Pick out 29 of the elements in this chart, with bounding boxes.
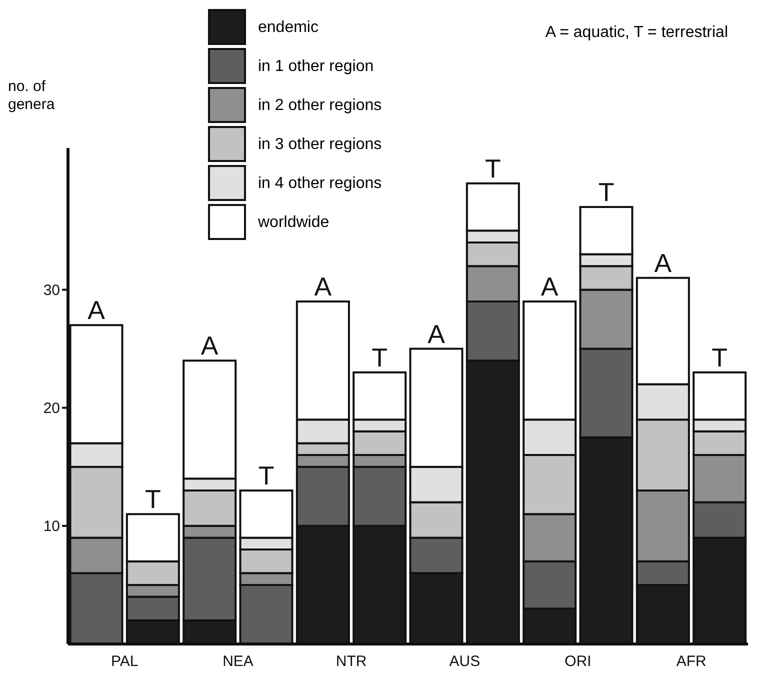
data-label: A <box>200 330 219 361</box>
data-label: T <box>258 460 274 490</box>
y-tick-label: 20 <box>43 400 60 418</box>
data-label: T <box>144 484 161 514</box>
x-tick-label: NTR <box>336 653 367 670</box>
data-label: A <box>654 248 672 278</box>
legend-label: in 4 other regions <box>258 174 382 192</box>
legend-label: endemic <box>258 18 318 36</box>
x-tick-label: PAL <box>111 653 138 670</box>
legend-label: in 1 other region <box>258 58 374 76</box>
y-axis-title: no. of genera <box>8 78 56 114</box>
legend-label: in 2 other regions <box>258 96 382 114</box>
data-label: T <box>712 342 728 372</box>
x-tick-label: ORI <box>564 653 592 670</box>
y-tick-label: 10 <box>43 518 60 536</box>
text: A = aquatic, T = terrestrial <box>545 24 728 42</box>
x-tick-label: AUS <box>449 653 480 670</box>
legend-label: worldwide <box>258 214 330 232</box>
y-tick-label: 30 <box>43 282 60 300</box>
x-tick-label: NEA <box>222 653 254 670</box>
data-label: T <box>484 153 501 184</box>
data-label: A <box>540 272 559 302</box>
data-label: A <box>314 272 332 302</box>
data-label: T <box>598 177 614 208</box>
x-tick-label: AFR <box>676 653 706 670</box>
data-label: A <box>428 318 446 349</box>
data-label: T <box>372 342 388 372</box>
legend-label: in 3 other regions <box>258 136 382 154</box>
data-label: A <box>88 295 106 326</box>
